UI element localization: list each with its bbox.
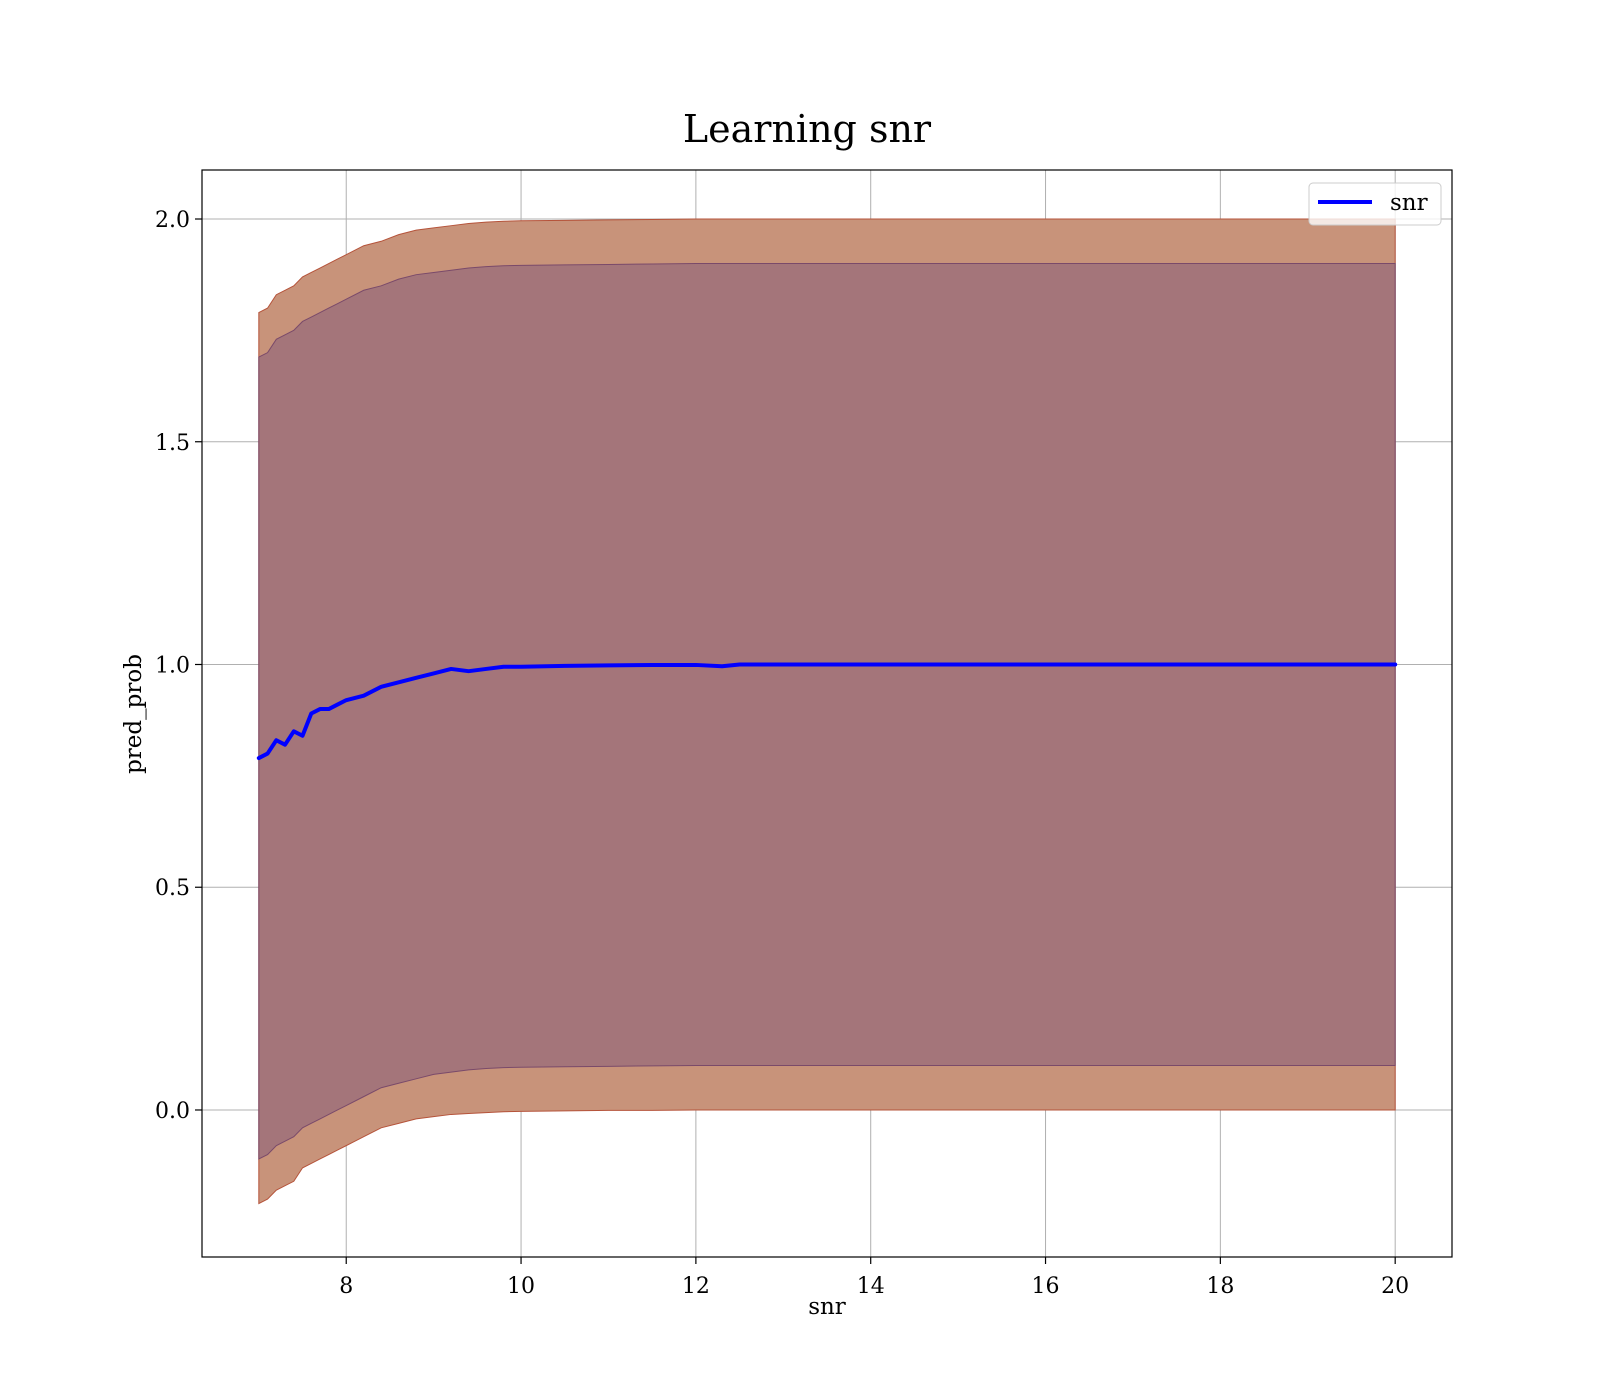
y-tick-label-0: 0.0: [155, 1099, 190, 1124]
y-axis-ticks: 0.0 0.5 1.0 1.5 2.0: [155, 208, 202, 1124]
legend-label-snr: snr: [1390, 190, 1428, 216]
x-tick-label-1: 10: [507, 1274, 535, 1299]
y-tick-label-1: 0.5: [155, 876, 190, 901]
x-tick-label-2: 12: [682, 1274, 710, 1299]
x-tick-label-6: 20: [1381, 1274, 1409, 1299]
y-tick-label-4: 2.0: [155, 208, 190, 233]
x-tick-label-3: 14: [857, 1274, 885, 1299]
x-tick-label-0: 8: [339, 1274, 353, 1299]
band-inner: [258, 263, 1396, 1160]
y-axis-label: pred_prob: [121, 654, 147, 774]
chart-title: Learning snr: [683, 107, 932, 151]
x-tick-label-4: 16: [1032, 1274, 1060, 1299]
x-axis-ticks: 8 10 12 14 16 18 20: [339, 1257, 1409, 1299]
axes-frame: [201, 169, 1453, 1258]
series-lines: [256, 662, 1398, 761]
x-tick-label-5: 18: [1206, 1274, 1234, 1299]
legend-box: [1308, 182, 1442, 226]
y-tick-label-3: 1.5: [155, 431, 190, 456]
confidence-bands: [258, 218, 1396, 1205]
x-axis-label: snr: [808, 1294, 846, 1320]
legend: snr: [1308, 182, 1442, 226]
series-line-snr: [256, 662, 1398, 761]
y-tick-label-2: 1.0: [155, 653, 190, 678]
